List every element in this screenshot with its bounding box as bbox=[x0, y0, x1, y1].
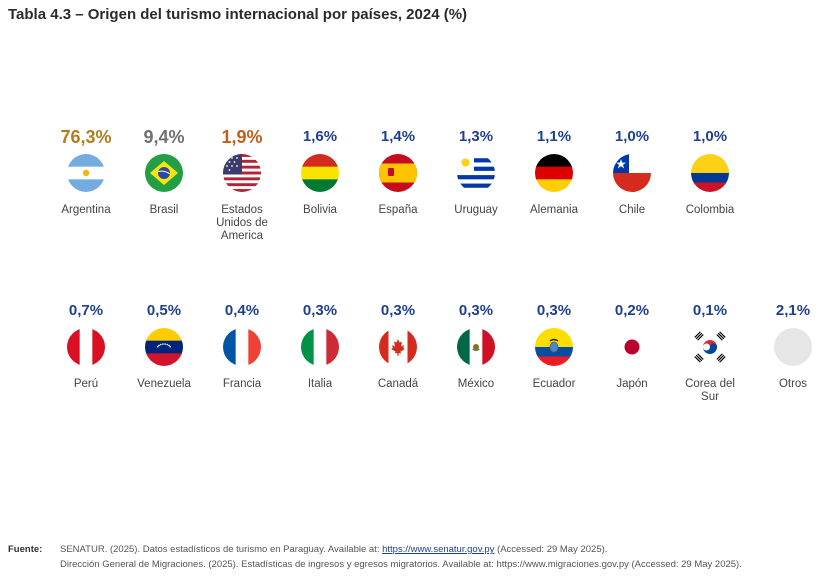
country-label: Bolivia bbox=[303, 204, 337, 216]
france-flag-icon bbox=[223, 328, 261, 366]
share-value: 0,4% bbox=[224, 302, 260, 319]
country-label: Argentina bbox=[61, 204, 111, 216]
source-label: Fuente: bbox=[8, 544, 43, 555]
country-cell: 1,0% Colombia bbox=[665, 126, 755, 217]
share-value: 1,4% bbox=[380, 128, 416, 145]
share-value: 0,5% bbox=[146, 302, 182, 319]
share-value: 1,1% bbox=[536, 128, 572, 145]
share-value: 0,3% bbox=[380, 302, 416, 319]
country-cell: 1,3% Uruguay bbox=[431, 126, 521, 217]
share-value: 0,3% bbox=[302, 302, 338, 319]
canada-flag-icon bbox=[379, 328, 417, 366]
share-value: 9,4% bbox=[143, 127, 185, 147]
country-cell: 0,1% Corea del Sur bbox=[665, 300, 755, 404]
mexico-flag-icon bbox=[457, 328, 495, 366]
source-line-2: Dirección General de Migraciones. (2025)… bbox=[8, 559, 742, 570]
brazil-flag-icon bbox=[145, 154, 183, 192]
country-cell: 1,1% Alemania bbox=[509, 126, 599, 217]
country-cell: 0,5% Venezuela bbox=[119, 300, 209, 391]
country-cell: 1,6% Bolivia bbox=[275, 126, 365, 217]
country-cell: 76,3% Argentina bbox=[41, 126, 131, 217]
usa-flag-icon bbox=[223, 154, 261, 192]
share-value: 1,0% bbox=[692, 128, 728, 145]
country-cell: 2,1% Otros bbox=[748, 300, 836, 391]
country-label: Uruguay bbox=[454, 204, 498, 216]
country-label: Colombia bbox=[685, 204, 735, 216]
colombia-flag-icon bbox=[691, 154, 729, 192]
country-cell: 1,9% Estados Unidos de America bbox=[197, 126, 287, 243]
share-value: 1,0% bbox=[614, 128, 650, 145]
share-value: 0,3% bbox=[458, 302, 494, 319]
other-placeholder-icon bbox=[774, 328, 812, 366]
country-cell: 0,2% Japón bbox=[587, 300, 677, 391]
country-cell: 0,7% Perú bbox=[41, 300, 131, 391]
country-cell: 0,3% Italia bbox=[275, 300, 365, 391]
country-label: Italia bbox=[307, 378, 333, 390]
country-label: Alemania bbox=[530, 204, 578, 216]
ecuador-flag-icon bbox=[535, 328, 573, 366]
share-value: 0,2% bbox=[614, 302, 650, 319]
peru-flag-icon bbox=[67, 328, 105, 366]
share-value: 76,3% bbox=[60, 127, 112, 147]
source-text-1: SENATUR. (2025). Datos estadísticos de t… bbox=[60, 544, 383, 555]
spain-flag-icon bbox=[379, 154, 417, 192]
source-text-2: Dirección General de Migraciones. (2025)… bbox=[60, 559, 742, 570]
chile-flag-icon bbox=[613, 154, 651, 192]
share-value: 0,3% bbox=[536, 302, 572, 319]
source-suffix-1: (Accessed: 29 May 2025). bbox=[494, 544, 608, 555]
country-label: Chile bbox=[618, 204, 646, 216]
country-label: Japón bbox=[616, 378, 648, 390]
germany-flag-icon bbox=[535, 154, 573, 192]
country-label: Canadá bbox=[377, 378, 419, 390]
argentina-flag-icon bbox=[67, 154, 105, 192]
share-value: 1,6% bbox=[302, 128, 338, 145]
country-cell: 0,4% Francia bbox=[197, 300, 287, 391]
share-value: 0,7% bbox=[68, 302, 104, 319]
country-label: Ecuador bbox=[532, 378, 576, 390]
share-value: 2,1% bbox=[775, 302, 811, 319]
country-label: Estados Unidos de America bbox=[216, 204, 268, 242]
country-label: Brasil bbox=[149, 204, 179, 216]
share-value: 1,9% bbox=[221, 127, 263, 147]
bolivia-flag-icon bbox=[301, 154, 339, 192]
country-cell: 9,4% Brasil bbox=[119, 126, 209, 217]
senatur-link[interactable]: https://www.senatur.gov.py bbox=[382, 544, 495, 555]
share-value: 0,1% bbox=[692, 302, 728, 319]
source-line-1: Fuente: SENATUR. (2025). Datos estadístic… bbox=[8, 544, 607, 555]
country-label: España bbox=[378, 204, 418, 216]
country-label: Corea del Sur bbox=[685, 378, 735, 403]
country-cell: 0,3% México bbox=[431, 300, 521, 391]
venezuela-flag-icon bbox=[145, 328, 183, 366]
country-cell: 1,4% España bbox=[353, 126, 443, 217]
uruguay-flag-icon bbox=[457, 154, 495, 192]
italy-flag-icon bbox=[301, 328, 339, 366]
country-label: Otros bbox=[778, 378, 808, 390]
country-cell: 0,3% Canadá bbox=[353, 300, 443, 391]
japan-flag-icon bbox=[613, 328, 651, 366]
country-label: Francia bbox=[222, 378, 262, 390]
country-label: Perú bbox=[73, 378, 99, 390]
korea-flag-icon bbox=[691, 328, 729, 366]
country-cell: 1,0% Chile bbox=[587, 126, 677, 217]
page-title: Tabla 4.3 – Origen del turismo internaci… bbox=[8, 6, 468, 23]
country-label: Venezuela bbox=[137, 378, 191, 390]
country-label: México bbox=[457, 378, 495, 390]
country-cell: 0,3% Ecuador bbox=[509, 300, 599, 391]
share-value: 1,3% bbox=[458, 128, 494, 145]
